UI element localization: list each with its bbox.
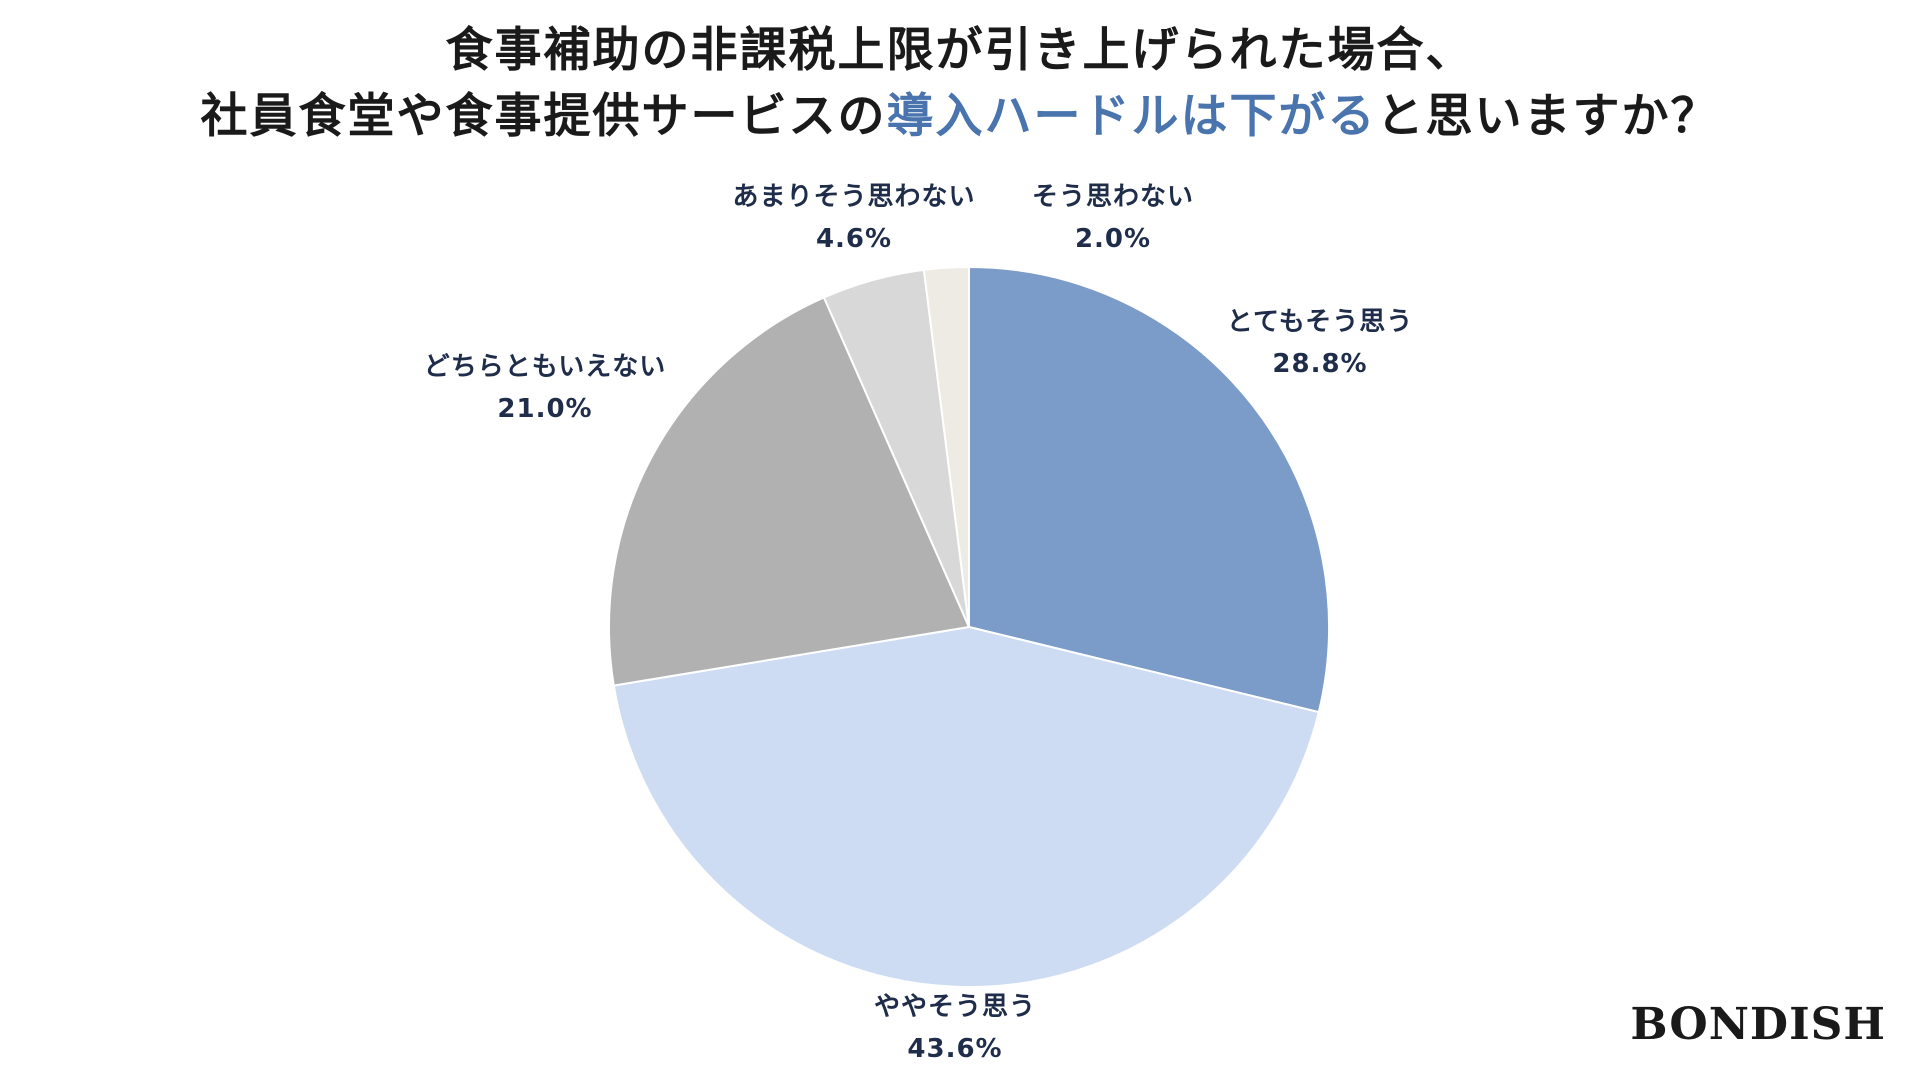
label-somewhat-agree-value: 43.6%	[907, 1034, 1002, 1064]
label-strongly-agree-value: 28.8%	[1272, 349, 1367, 379]
slice-disagree	[922, 265, 970, 628]
slice-somewhat-agree	[612, 625, 1320, 988]
label-somewhat-agree-text: ややそう思う	[874, 992, 1036, 1022]
label-disagree-text: そう思わない	[1032, 182, 1194, 212]
brand-logo: BONDISH	[1630, 999, 1886, 1050]
label-disagree-value: 2.0%	[1075, 224, 1151, 254]
label-somewhat-disagree-value: 4.6%	[816, 224, 892, 254]
slice-strongly-agree	[968, 265, 1330, 714]
label-neutral-value: 21.0%	[497, 394, 592, 424]
title-line-2: 社員食堂や食事提供サービスの導入ハードルは下がると思いますか？	[0, 84, 1920, 150]
title-line-1: 食事補助の非課税上限が引き上げられた場合、	[445, 23, 1475, 78]
slice-neutral	[608, 296, 971, 687]
title-line-2-end: と思いますか？	[1376, 89, 1720, 144]
title-line-2-start: 社員食堂や食事提供サービスの	[200, 89, 887, 144]
pie-slices	[608, 265, 1330, 988]
title-highlight: 導入ハードルは下がる	[886, 89, 1377, 144]
pie-labels: とてもそう思う 28.8% ややそう思う 43.6% どちらともいえない 21.0% あまり…	[424, 182, 1413, 1064]
label-neutral-text: どちらともいえない	[424, 352, 666, 382]
label-strongly-agree-text: とてもそう思う	[1227, 307, 1413, 337]
chart-title: 食事補助の非課税上限が引き上げられた場合、 社員食堂や食事提供サービスの導入ハー…	[0, 18, 1920, 150]
label-somewhat-disagree-text: あまりそう思わない	[732, 182, 975, 212]
